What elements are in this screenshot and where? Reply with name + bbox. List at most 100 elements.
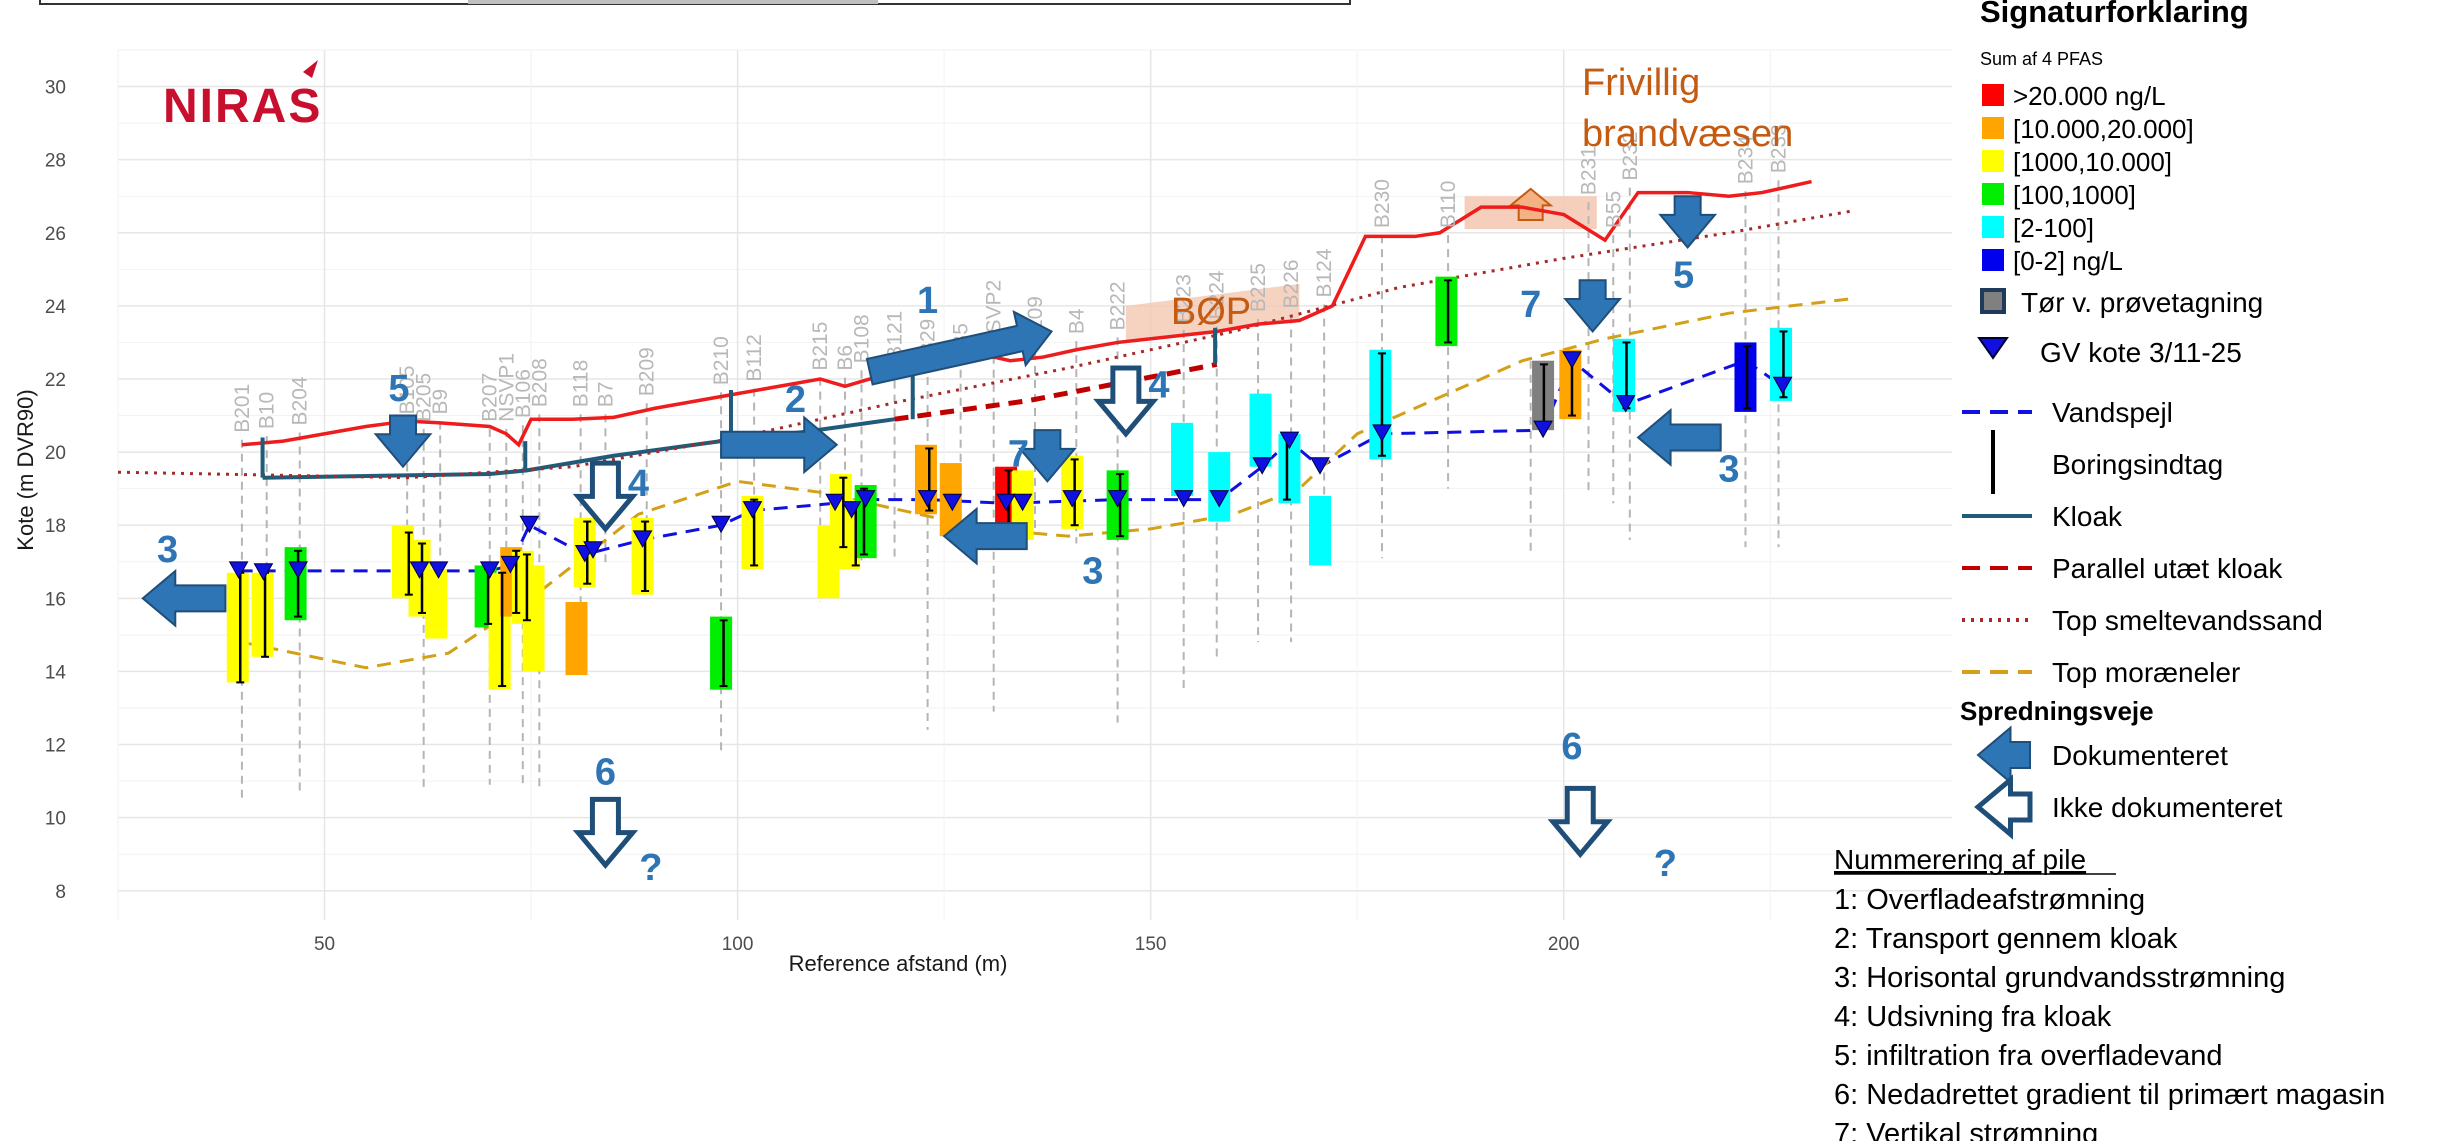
gw-marker xyxy=(288,561,308,579)
sample-bar xyxy=(710,616,733,690)
spread-arrows: 1 2 3 3 3 4 4 5 5 6 6 7 7?? xyxy=(141,195,1740,889)
legend-dry-label: Tør v. prøvetagning xyxy=(2021,287,2263,318)
gw-marker xyxy=(942,493,963,512)
y-tick-label: 8 xyxy=(55,882,66,903)
gw-marker xyxy=(742,501,763,519)
arrow-number-label: 7 xyxy=(1008,434,1029,476)
gw-marker xyxy=(519,515,540,534)
legend-dry-swatch xyxy=(1980,288,2006,314)
sample-bar xyxy=(1208,452,1231,522)
borehole-label: NSVP1 xyxy=(495,353,518,422)
borehole-label: B9 xyxy=(429,389,452,415)
gw-marker xyxy=(1562,351,1582,369)
borehole-label: B210 xyxy=(710,336,733,385)
niras-logo: NIRAS xyxy=(163,80,322,133)
borehole-label: B205 xyxy=(413,373,436,422)
sample-bar xyxy=(741,495,764,570)
arrow-numbering: Nummerering af pile 1: Overfladeafstrømn… xyxy=(1834,844,2385,1141)
borehole-label: B110 xyxy=(1437,181,1460,229)
sample-bar xyxy=(1559,349,1582,420)
legend-swatch xyxy=(1982,150,2004,172)
numbering-item: 6: Nedadrettet gradient til primært maga… xyxy=(1834,1079,2385,1111)
legend-line-label: Top moræneler xyxy=(2052,657,2240,688)
sample-bar xyxy=(1613,338,1636,412)
borehole-label: B222 xyxy=(1107,281,1130,330)
legend-swatch xyxy=(1982,183,2004,205)
boep-label: BØP xyxy=(1171,291,1251,333)
legend-swatch xyxy=(1982,117,2004,139)
sample-bar xyxy=(1435,276,1458,347)
arrow-number-label: 3 xyxy=(1082,551,1103,593)
sample-bar xyxy=(631,517,654,595)
gw-marker xyxy=(841,501,862,519)
gw-marker xyxy=(996,493,1016,512)
legend-spread-label: Ikke dokumenteret xyxy=(2052,792,2283,823)
frivillig-label-line1: Frivillig xyxy=(1582,62,1700,104)
legend-spread-items: Dokumenteret Ikke dokumenteret xyxy=(1974,725,2283,840)
y-tick-label: 14 xyxy=(45,662,67,683)
gw-marker xyxy=(1533,420,1553,439)
arrow-number-label: 4 xyxy=(1148,364,1169,406)
borehole-label: B232 xyxy=(1619,132,1642,181)
arrow-number-label: 6 xyxy=(595,752,616,794)
legend-line-label: Parallel utæt kloak xyxy=(2052,553,2283,584)
frivillig-up-arrow-icon xyxy=(1507,187,1554,221)
gw-marker xyxy=(1062,490,1083,508)
documented-arrow-icon xyxy=(1017,429,1077,483)
gw-marker xyxy=(1372,424,1392,442)
y-tick-label: 26 xyxy=(45,224,66,245)
undocumented-arrow-icon xyxy=(1547,785,1613,859)
x-tick-label: 50 xyxy=(314,934,335,955)
gw-marker xyxy=(253,563,274,581)
boep-area xyxy=(1125,283,1300,343)
legend-class-label: [100,1000] xyxy=(2013,180,2136,210)
frivillig-label-line2: brandvæsen xyxy=(1582,113,1793,155)
borehole-label: B121 xyxy=(884,311,907,360)
logo-accent-icon xyxy=(303,60,318,78)
undocumented-arrow-icon xyxy=(572,460,639,533)
documented-arrow-icon xyxy=(942,506,1028,566)
y-tick-label: 18 xyxy=(45,516,66,537)
series-line-top-smeltevandssand xyxy=(117,209,1854,480)
gw-marker xyxy=(1772,376,1793,395)
series-lines xyxy=(117,179,1854,670)
gw-marker xyxy=(500,555,521,574)
documented-arrow-icon xyxy=(865,309,1054,386)
borehole-label: B7 xyxy=(594,382,617,408)
legend: Signaturforklaring Sum af 4 PFAS >20.000… xyxy=(1960,0,2323,840)
numbering-item: 3: Horisontal grundvandsstrømning xyxy=(1834,962,2285,994)
gw-marker xyxy=(428,561,449,579)
y-tick-label: 20 xyxy=(45,443,66,464)
borehole-label: B108 xyxy=(851,314,874,363)
legend-line-label: Kloak xyxy=(2052,501,2123,532)
borehole-label: B105 xyxy=(396,365,419,414)
x-tick-label: 100 xyxy=(722,934,754,955)
gw-marker xyxy=(1107,490,1128,508)
x-tick-label: 200 xyxy=(1548,934,1580,955)
gw-marker xyxy=(228,561,249,579)
numbering-item: 2: Transport gennem kloak xyxy=(1834,923,2178,955)
gw-marker xyxy=(1279,431,1300,450)
undocumented-arrow-icon xyxy=(1974,774,2033,840)
legend-spread-title: Spredningsveje xyxy=(1960,696,2154,726)
legend-line-label: Boringsindtag xyxy=(2052,449,2223,480)
documented-arrow-icon xyxy=(373,414,433,469)
sample-bar xyxy=(1278,433,1301,504)
numbering-title: Nummerering af pile xyxy=(1834,844,2086,875)
gw-marker xyxy=(409,561,430,579)
gw-marker xyxy=(917,490,938,508)
borehole-label: B4 xyxy=(1065,308,1088,334)
sample-bar xyxy=(226,572,249,683)
arrow-number-label: 6 xyxy=(1561,726,1582,768)
legend-gw-icon xyxy=(1977,337,2009,360)
gw-marker xyxy=(1615,395,1636,413)
borehole-label: B112 xyxy=(743,334,766,382)
gw-marker xyxy=(632,530,653,548)
undocumented-arrow-icon xyxy=(572,796,639,870)
top-frame xyxy=(39,0,1351,5)
borehole-label: B209 xyxy=(636,347,659,396)
arrow-number-label: 1 xyxy=(917,280,938,322)
legend-line-label: Top smeltevandssand xyxy=(2052,605,2323,636)
documented-arrow-icon xyxy=(141,568,227,628)
arrow-number-label: 3 xyxy=(157,529,178,571)
